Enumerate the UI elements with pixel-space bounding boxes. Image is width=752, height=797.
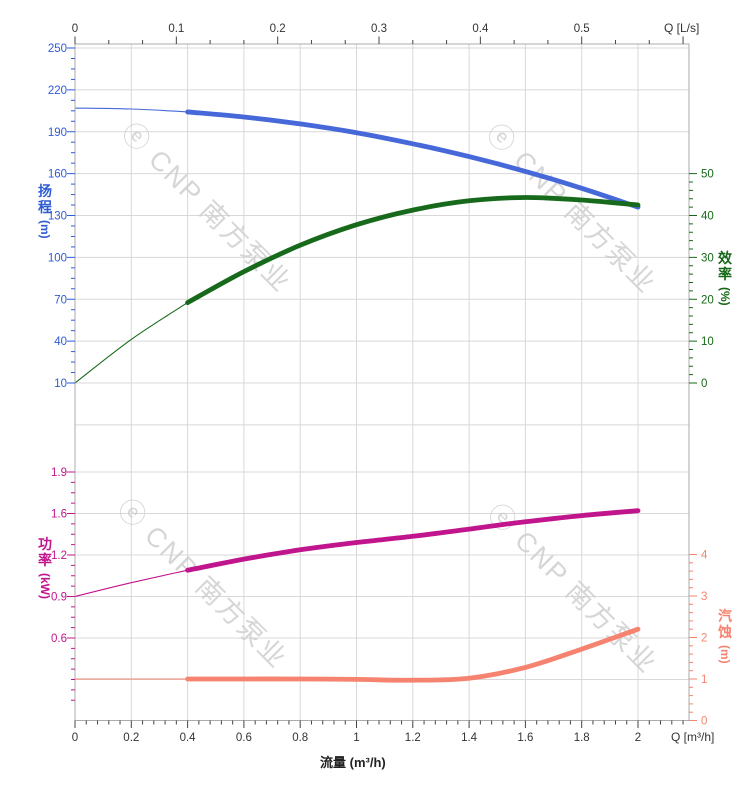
watermark-text: ⓔ CNP 南方泵业 [481, 118, 662, 299]
npsh-axis-title-text: 汽蚀 [718, 608, 732, 640]
tick-label: 1.6 [517, 732, 533, 744]
tick-label: 50 [701, 169, 714, 181]
tick-label: 1.2 [405, 732, 421, 744]
tick-label: 10 [701, 336, 714, 348]
tick-label: 1.4 [461, 732, 478, 744]
efficiency-curve [185, 195, 641, 305]
tick-label: 2 [635, 732, 641, 744]
watermark-text: ⓔ CNP 南方泵业 [116, 117, 297, 298]
bottom-axis-ticks [74, 720, 684, 728]
tick-label: 250 [48, 43, 67, 55]
head-axis-ticks [67, 47, 75, 384]
tick-label: 160 [48, 169, 67, 181]
tick-label: 100 [48, 252, 67, 264]
tick-label: 1 [701, 674, 707, 686]
tick-label: 0.1 [168, 23, 184, 35]
tick-label: 20 [701, 294, 714, 306]
tick-label: 1 [353, 732, 359, 744]
tick-label: 0.6 [236, 732, 252, 744]
power-curve-thin [74, 569, 189, 598]
power-axis-labels: 1.9 1.6 1.2 0.9 0.6 [51, 467, 67, 645]
top-axis-ticks [74, 36, 684, 44]
tick-label: 0.4 [472, 23, 489, 35]
power-axis-unit: (kW) [38, 573, 52, 599]
tick-label: 0.2 [270, 23, 286, 35]
head-axis-title-text: 扬程 [38, 183, 52, 215]
bottom-axis-unit-label: Q [m³/h] [671, 730, 715, 744]
npsh-axis-ticks [689, 554, 697, 721]
tick-label: 40 [701, 211, 714, 223]
efficiency-curve-thin [74, 302, 189, 384]
tick-label: 70 [54, 294, 67, 306]
head-axis-unit: (m) [38, 220, 52, 239]
tick-label: 0.4 [180, 732, 197, 744]
npsh-axis-unit: (m) [718, 645, 732, 664]
power-axis-ticks [67, 471, 75, 701]
tick-label: 190 [48, 127, 67, 139]
tick-label: 220 [48, 85, 67, 97]
tick-label: 0.5 [574, 23, 590, 35]
efficiency-axis-title-text: 效率 [718, 250, 732, 282]
power-axis-title: 功率 (kW) [37, 536, 53, 599]
efficiency-axis-ticks [689, 173, 697, 384]
efficiency-axis-title: 效率 (%) [717, 250, 733, 306]
tick-label: 30 [701, 252, 714, 264]
top-axis-labels: 0 0.1 0.2 0.3 0.4 0.5 [72, 23, 590, 35]
bottom-axis-labels: 0 0.2 0.4 0.6 0.8 1 1.2 1.4 1.6 1.8 2 [72, 732, 641, 744]
power-curve [185, 508, 641, 573]
tick-label: 1.6 [51, 509, 67, 521]
plot-border [74, 43, 690, 721]
tick-label: 0.9 [51, 592, 67, 604]
tick-label: 3 [701, 591, 707, 603]
efficiency-axis-labels: 50 40 30 20 10 0 [701, 169, 714, 390]
top-axis-unit-label: Q [L/s] [664, 21, 700, 35]
tick-label: 4 [701, 550, 708, 562]
npsh-axis-labels: 4 3 2 1 0 [701, 550, 708, 728]
tick-label: 1.9 [51, 467, 67, 479]
npsh-axis-title: 汽蚀 (m) [717, 608, 733, 664]
npsh-curve [185, 626, 641, 683]
tick-label: 0 [701, 716, 707, 728]
watermark-text: ⓔ CNP 南方泵业 [112, 493, 293, 674]
head-curve [185, 109, 641, 210]
power-axis-title-text: 功率 [38, 536, 52, 568]
tick-label: 0 [701, 378, 707, 390]
head-axis-title: 扬程 (m) [37, 183, 53, 239]
tick-label: 1.2 [51, 550, 67, 562]
tick-label: 0.2 [123, 732, 139, 744]
tick-label: 0.3 [371, 23, 387, 35]
tick-label: 2 [701, 633, 707, 645]
tick-label: 10 [54, 378, 67, 390]
tick-label: 0.6 [51, 633, 67, 645]
head-curve-thin [74, 107, 189, 113]
tick-label: 40 [54, 336, 67, 348]
tick-label: 0.8 [292, 732, 308, 744]
tick-label: 130 [48, 211, 67, 223]
tick-label: 0 [72, 732, 78, 744]
efficiency-axis-unit: (%) [718, 287, 732, 306]
tick-label: 0 [72, 23, 78, 35]
tick-label: 1.8 [574, 732, 590, 744]
curves [74, 107, 641, 683]
flow-axis-label: 流量 (m³/h) [320, 755, 386, 770]
head-axis-labels: 250 220 190 160 130 100 70 40 10 [48, 43, 67, 390]
